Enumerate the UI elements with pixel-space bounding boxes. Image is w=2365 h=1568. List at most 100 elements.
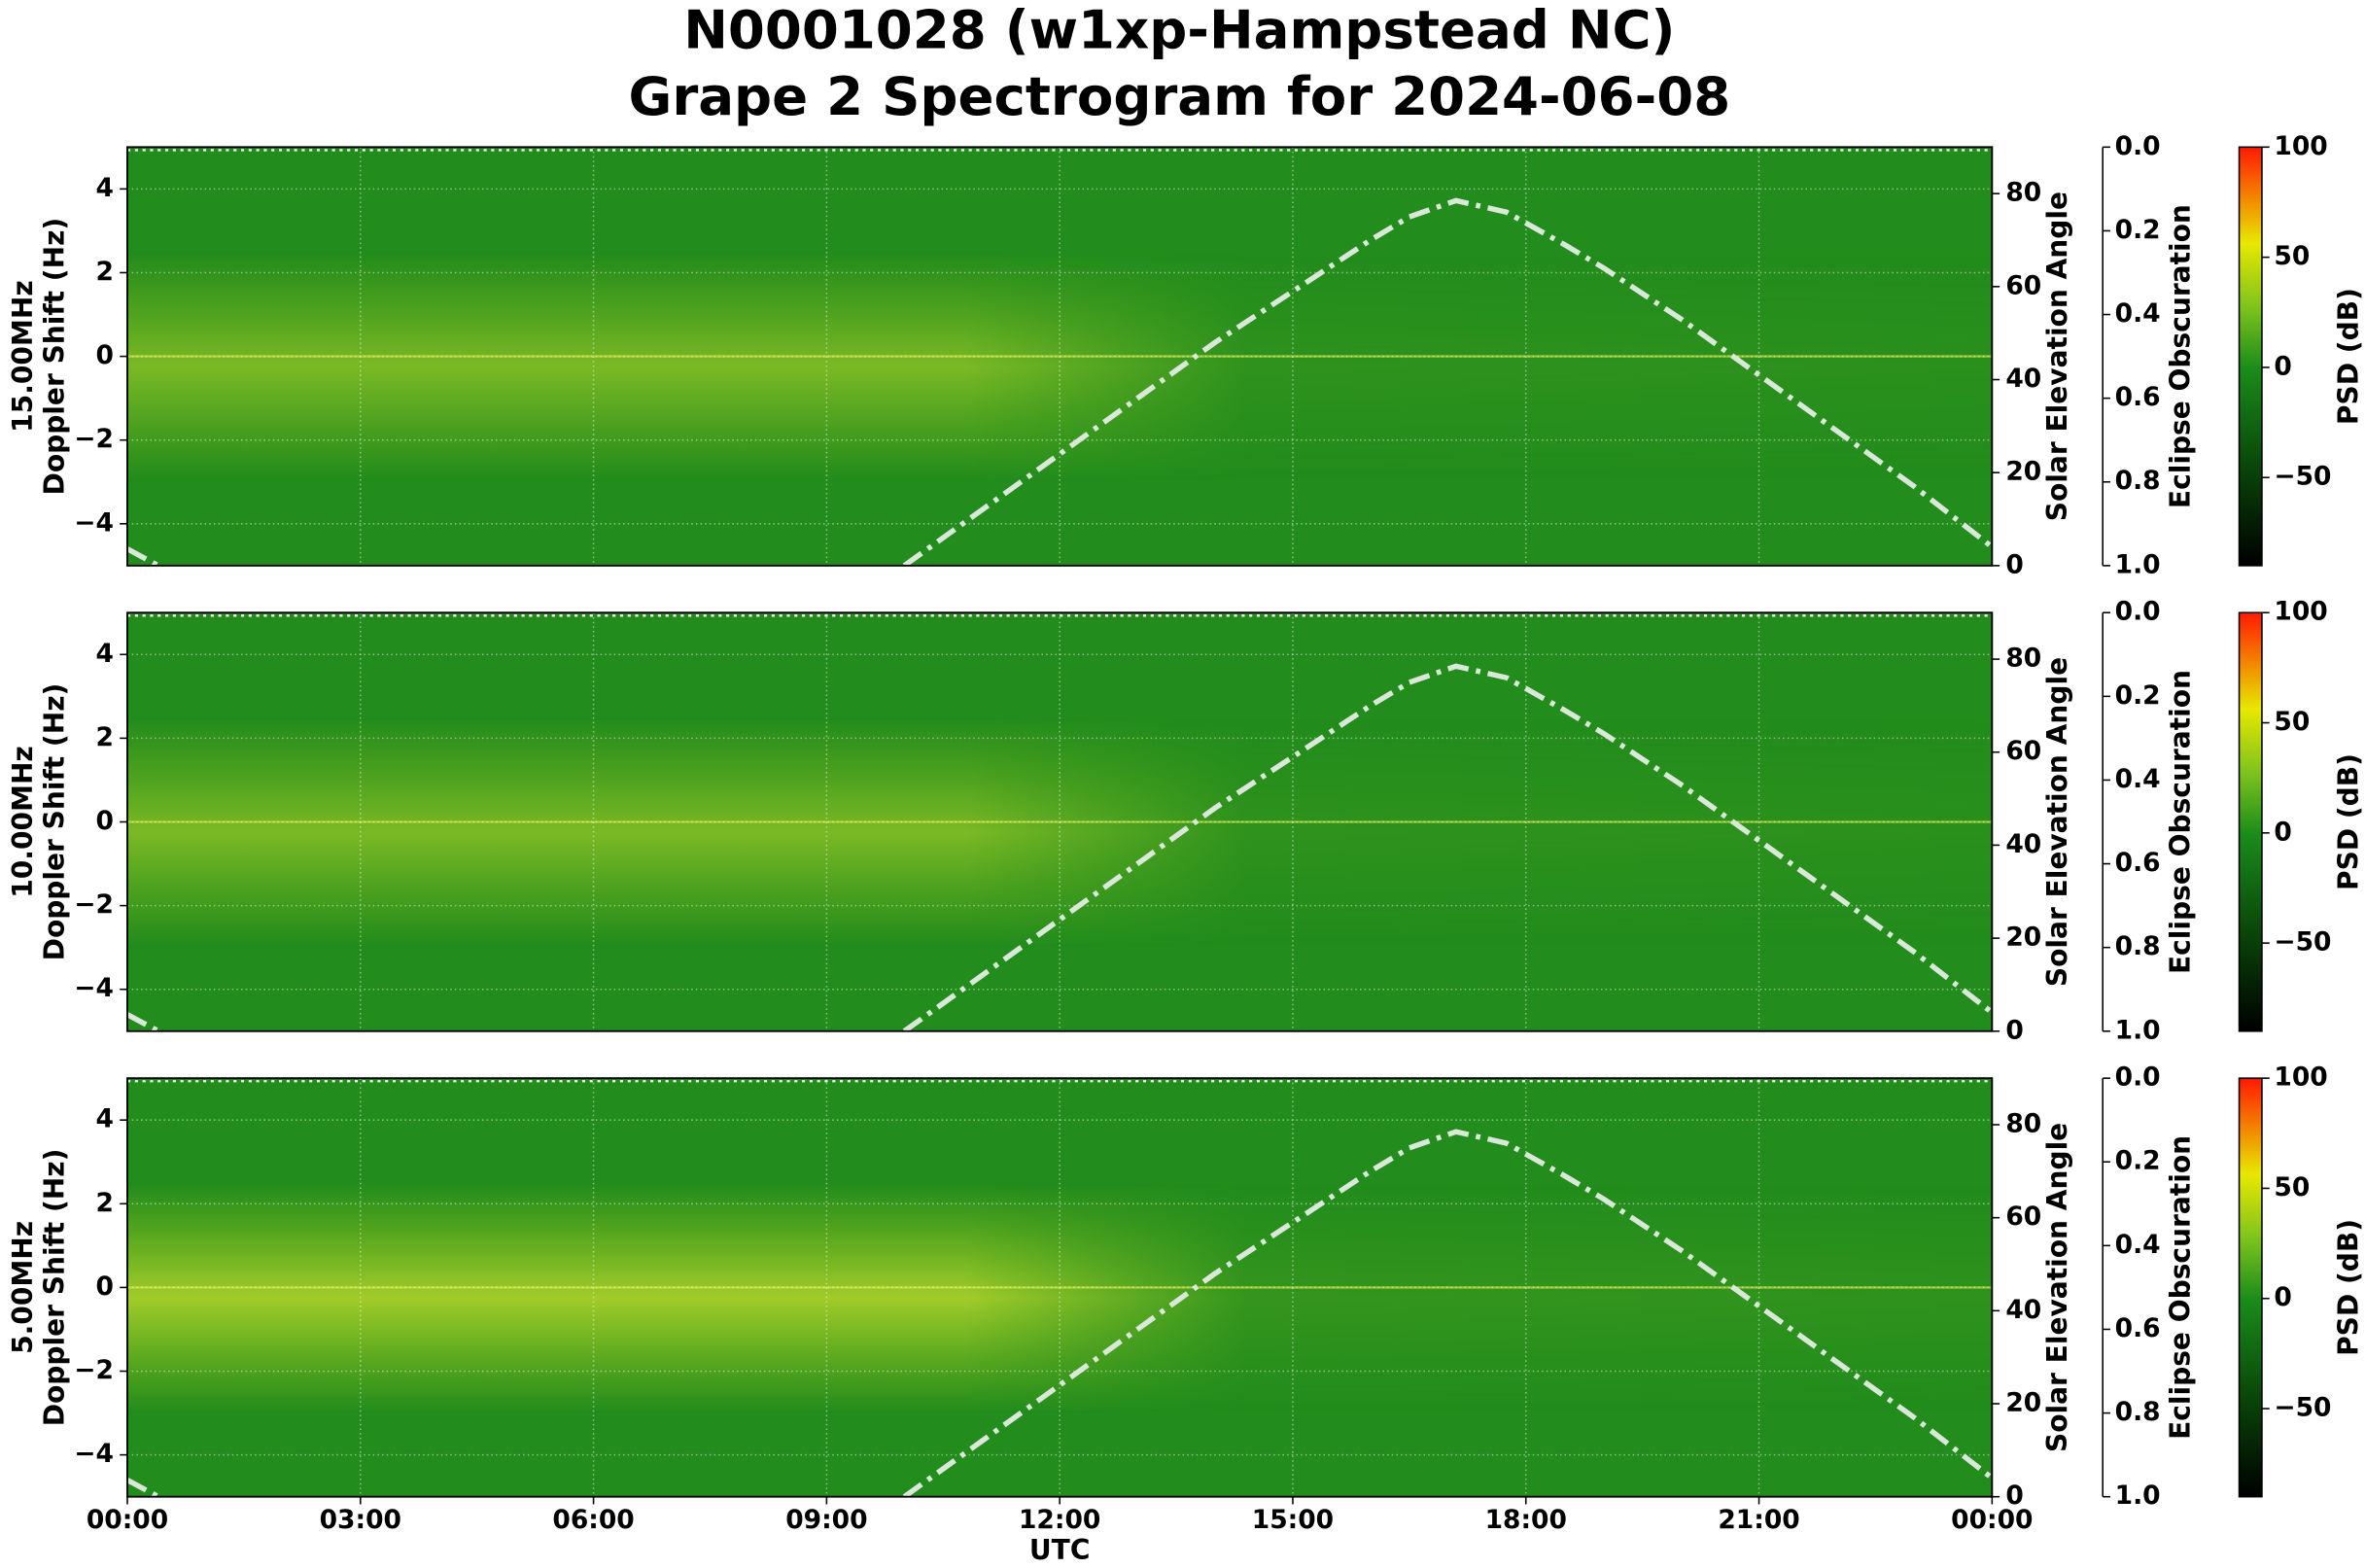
y3-tick-label: 1.0 [2115, 549, 2161, 579]
y-axis-label: 10.00MHz [7, 746, 39, 898]
y-tick-label: 4 [96, 639, 114, 669]
y-axis-label: Doppler Shift (Hz) [39, 683, 71, 961]
y-axis-label: Doppler Shift (Hz) [39, 218, 71, 496]
y-axis-label: 15.00MHz [7, 280, 39, 433]
spectrogram-activity [127, 1182, 1993, 1413]
x-tick-label: 21:00 [1718, 1505, 1799, 1535]
y2-tick-label: 40 [2005, 1295, 2041, 1325]
y3-tick-label: 0.4 [2115, 298, 2161, 329]
y3-tick-label: 0.6 [2115, 382, 2161, 412]
plot-frame [126, 611, 1994, 1032]
y2-axis-label: Solar Elevation Angle [2041, 192, 2073, 521]
y3-tick-label: 0.6 [2115, 848, 2161, 878]
plot-frame [126, 146, 1994, 567]
y3-tick-label: 1.0 [2115, 1015, 2161, 1045]
y2-tick-label: 40 [2005, 829, 2041, 859]
colorbar-tick-label: 100 [2274, 1063, 2327, 1093]
y3-tick-label: 0.6 [2115, 1313, 2161, 1343]
colorbar-label: PSD (dB) [2332, 753, 2364, 890]
y-tick-label: −2 [74, 1355, 114, 1385]
y3-tick-label: 0.8 [2115, 1397, 2161, 1427]
y-axis-label: Doppler Shift (Hz) [39, 1149, 71, 1427]
x-tick-label: 15:00 [1252, 1505, 1334, 1535]
y3-tick-label: 0.8 [2115, 466, 2161, 496]
y2-tick-label: 40 [2005, 364, 2041, 394]
y3-tick-label: 0.0 [2115, 597, 2161, 627]
y-tick-label: −2 [74, 889, 114, 920]
title-line: N0001028 (w1xp-Hampstead NC) [683, 0, 1675, 60]
y3-tick-label: 0.0 [2115, 1063, 2161, 1093]
x-tick-label: 06:00 [552, 1505, 634, 1535]
y-tick-label: 2 [96, 722, 114, 752]
y-tick-label: 0 [96, 1272, 114, 1302]
x-tick-label: 00:00 [1951, 1505, 2033, 1535]
y2-tick-label: 60 [2005, 736, 2041, 766]
colorbar-tick-label: 100 [2274, 131, 2327, 161]
y2-tick-label: 0 [2005, 549, 2023, 579]
spectrogram-band [127, 251, 1993, 482]
y-tick-label: 0 [96, 340, 114, 370]
colorbar-tick-label: 0 [2274, 817, 2291, 847]
colorbar-label: PSD (dB) [2332, 1219, 2364, 1356]
y3-tick-label: 0.4 [2115, 1230, 2161, 1260]
y2-axis-label: Solar Elevation Angle [2041, 1123, 2073, 1452]
y-tick-label: 2 [96, 1188, 114, 1218]
colorbar-tick-label: 0 [2274, 351, 2291, 381]
colorbar-tick-label: 0 [2274, 1282, 2291, 1312]
y2-tick-label: 0 [2005, 1015, 2023, 1045]
solar-elevation-line [127, 1129, 1993, 1497]
x-tick-label: 00:00 [87, 1505, 168, 1535]
x-tick-label: 12:00 [1019, 1505, 1100, 1535]
plot-frame [126, 1077, 1994, 1498]
title-line: Grape 2 Spectrogram for 2024-06-08 [629, 65, 1731, 127]
spectrogram-activity [127, 251, 1993, 482]
y2-tick-label: 80 [2005, 1108, 2041, 1138]
y3-axis-label: Eclipse Obscuration [2164, 1135, 2196, 1440]
x-axis-label: UTC [1029, 1534, 1091, 1566]
y-tick-label: −4 [74, 507, 114, 538]
y2-axis-label: Solar Elevation Angle [2041, 657, 2073, 987]
colorbar-tick-label: 50 [2274, 1172, 2310, 1202]
solar-elevation-line [127, 663, 1993, 1031]
y3-tick-label: 0.2 [2115, 1146, 2161, 1176]
y-tick-label: 4 [96, 173, 114, 203]
y-tick-label: −4 [74, 1439, 114, 1469]
x-tick-label: 03:00 [320, 1505, 401, 1535]
colorbar-tick-label: 50 [2274, 241, 2310, 271]
y2-tick-label: 80 [2005, 644, 2041, 674]
y-tick-label: −4 [74, 973, 114, 1003]
colorbar [2238, 1077, 2263, 1498]
spectrogram-band [127, 1182, 1993, 1413]
y3-tick-label: 0.2 [2115, 680, 2161, 711]
x-tick-label: 18:00 [1485, 1505, 1567, 1535]
y3-tick-label: 1.0 [2115, 1481, 2161, 1511]
spectrogram-band [127, 716, 1993, 948]
y2-tick-label: 20 [2005, 923, 2041, 953]
spectrogram-activity [127, 716, 1993, 948]
y-tick-label: 0 [96, 806, 114, 836]
y3-tick-label: 0.4 [2115, 764, 2161, 794]
y2-tick-label: 80 [2005, 178, 2041, 208]
colorbar [2238, 611, 2263, 1032]
y-axis-label: 5.00MHz [7, 1221, 39, 1354]
y-tick-label: 4 [96, 1104, 114, 1134]
y3-axis-label: Eclipse Obscuration [2164, 670, 2196, 974]
y-tick-label: 2 [96, 257, 114, 287]
colorbar-tick-label: −50 [2274, 1393, 2331, 1423]
colorbar [2238, 146, 2263, 567]
y2-tick-label: 60 [2005, 1202, 2041, 1232]
y3-axis-label: Eclipse Obscuration [2164, 204, 2196, 508]
y3-tick-label: 0.2 [2115, 215, 2161, 245]
y2-tick-label: 0 [2005, 1481, 2023, 1511]
colorbar-tick-label: −50 [2274, 927, 2331, 958]
y2-tick-label: 60 [2005, 270, 2041, 300]
solar-elevation-line [127, 197, 1993, 566]
colorbar-tick-label: 50 [2274, 707, 2310, 737]
y3-tick-label: 0.0 [2115, 131, 2161, 161]
y-tick-label: −2 [74, 424, 114, 454]
colorbar-tick-label: −50 [2274, 462, 2331, 492]
y2-tick-label: 20 [2005, 457, 2041, 487]
colorbar-label: PSD (dB) [2332, 288, 2364, 425]
